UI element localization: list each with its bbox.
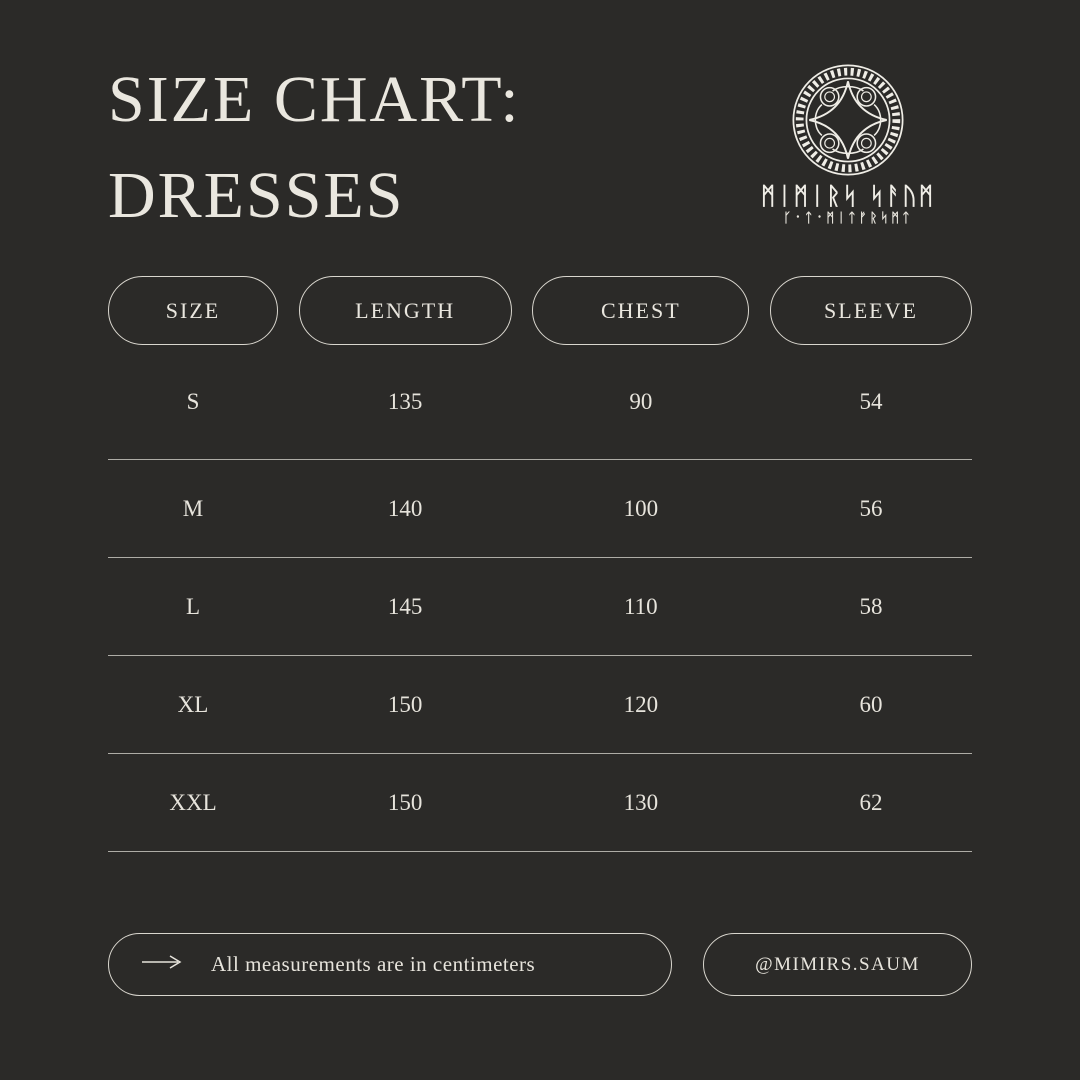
chest-cell: 130 <box>623 789 659 815</box>
sleeve-cell: 56 <box>859 495 883 521</box>
table-row: L 145 110 58 <box>108 558 972 656</box>
table-header-row: SIZE LENGTH CHEST SLEEVE <box>108 276 972 345</box>
measurement-note-text: All measurements are in centimeters <box>211 952 536 976</box>
column-header-size: SIZE <box>108 276 278 345</box>
length-cell: 140 <box>387 495 423 521</box>
table-row: M 140 100 56 <box>108 460 972 558</box>
sleeve-cell: 58 <box>859 593 883 619</box>
table-row: S 135 90 54 <box>108 345 972 460</box>
sleeve-cell: 62 <box>859 789 883 815</box>
size-cell: XL <box>177 691 209 717</box>
chest-cell: 120 <box>623 691 659 717</box>
chest-cell: 100 <box>623 495 659 521</box>
page-title: SIZE CHART: DRESSES <box>108 52 521 244</box>
sleeve-cell: 60 <box>859 691 883 717</box>
size-cell: XXL <box>169 789 217 815</box>
size-chart-table: SIZE LENGTH CHEST SLEEVE S 135 90 54 M 1… <box>108 276 972 852</box>
chest-cell: 110 <box>623 593 658 619</box>
column-header-chest: CHEST <box>532 276 750 345</box>
page-title-line1: SIZE CHART: <box>108 63 521 136</box>
brand-name-runic: ᛗᛁᛗᛁᚱᛋ ᛋᚨᚢᛗ <box>760 182 936 210</box>
length-cell: 150 <box>387 691 423 717</box>
column-header-sleeve: SLEEVE <box>769 276 972 345</box>
table-row: XL 150 120 60 <box>108 656 972 754</box>
chest-cell: 90 <box>629 389 653 414</box>
knot-emblem-icon <box>790 62 906 178</box>
length-cell: 145 <box>387 593 423 619</box>
column-header-length: LENGTH <box>298 276 512 345</box>
sleeve-cell: 54 <box>859 389 883 414</box>
size-cell: M <box>182 495 204 521</box>
page-title-line2: DRESSES <box>108 159 405 232</box>
right-arrow-icon <box>141 954 183 975</box>
table-row: XXL 150 130 62 <box>108 754 972 852</box>
size-cell: L <box>185 593 201 619</box>
brand-logo: ᛗᛁᛗᛁᚱᛋ ᛋᚨᚢᛗ ᚴ᛫ᛏ᛫ᛗᛁᛏᚠᚱᛋᛗᛏ <box>758 62 938 226</box>
brand-tagline-runic: ᚴ᛫ᛏ᛫ᛗᛁᛏᚠᚱᛋᛗᛏ <box>783 211 913 226</box>
size-cell: S <box>186 389 200 414</box>
social-handle-badge: @MIMIRS.SAUM <box>703 933 972 996</box>
length-cell: 135 <box>387 389 423 414</box>
measurement-note-pill: All measurements are in centimeters <box>108 933 672 996</box>
length-cell: 150 <box>387 789 423 815</box>
